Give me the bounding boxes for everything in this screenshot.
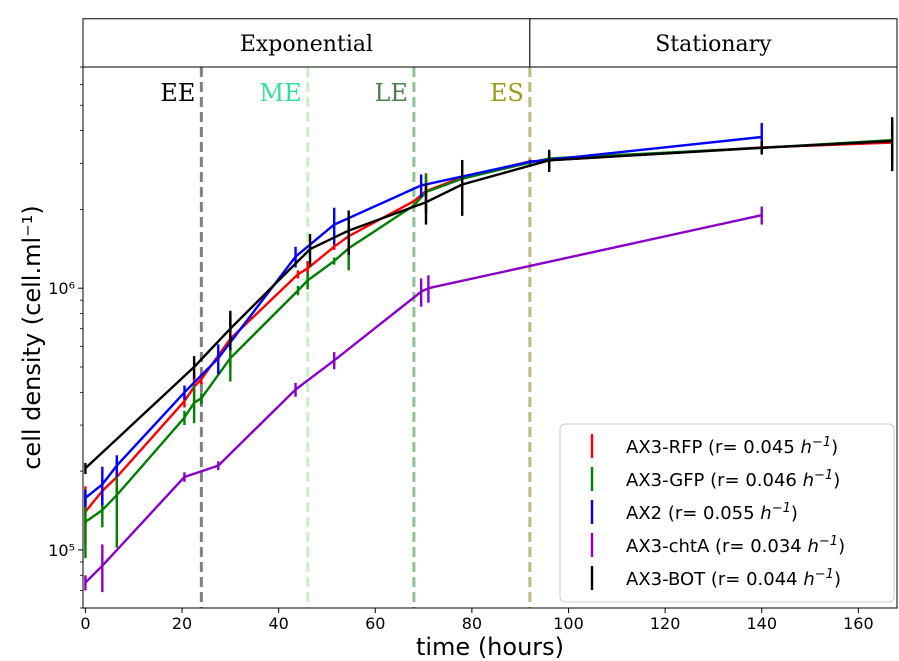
legend-entry: AX2 (r= 0.055 h−1) xyxy=(626,501,798,524)
legend-box xyxy=(559,423,895,603)
x-tick-label: 60 xyxy=(365,614,385,633)
x-tick-label: 40 xyxy=(268,614,288,633)
legend-entry: AX3-GFP (r= 0.046 h−1) xyxy=(626,468,840,491)
phase-line-label-es: ES xyxy=(490,79,524,107)
legend: AX3-RFP (r= 0.045 h−1) AX3-GFP (r= 0.046 … xyxy=(559,423,895,603)
series-3 xyxy=(84,122,763,507)
phase-markers: EE ME LE ES xyxy=(160,67,532,608)
phase-label-2: Stationary xyxy=(655,32,772,57)
y-tick-label: 10⁶ xyxy=(48,279,75,298)
plot-frame xyxy=(82,66,898,609)
x-tick-label: 120 xyxy=(650,614,681,633)
series-line xyxy=(84,135,762,499)
x-axis-label: time (hours) xyxy=(416,633,564,661)
phase-line-label-me: ME xyxy=(260,79,302,107)
phase-box-2 xyxy=(529,18,898,68)
x-tick-label: 140 xyxy=(746,614,777,633)
legend-entry: AX3-RFP (r= 0.045 h−1) xyxy=(626,435,838,458)
y-axis-label: cell density (cell.ml⁻¹) xyxy=(18,205,46,470)
x-tick-label: 0 xyxy=(80,614,90,633)
y-tick-label: 10⁵ xyxy=(48,541,75,560)
series-4 xyxy=(84,206,763,593)
phase-line-label-le: LE xyxy=(374,79,407,107)
legend-entry: AX3-chtA (r= 0.034 h−1) xyxy=(626,534,845,557)
phase-label-1: Exponential xyxy=(240,32,373,57)
phase-box-1 xyxy=(82,18,531,68)
x-tick-label: 20 xyxy=(172,614,192,633)
x-tick-label: 100 xyxy=(553,614,584,633)
legend-entry: AX3-BOT (r= 0.044 h−1) xyxy=(626,567,841,590)
series-5 xyxy=(84,117,894,475)
series-line xyxy=(84,139,893,470)
phase-band: Exponential Stationary xyxy=(82,18,898,68)
x-tick-label: 160 xyxy=(843,614,874,633)
x-tick-label: 80 xyxy=(462,614,482,633)
axis-ticks: 0 20 40 60 80 100 120 140 160 10⁵ 10⁶ xyxy=(48,66,874,633)
phase-line-label-ee: EE xyxy=(160,79,195,107)
series-layer xyxy=(84,117,894,593)
